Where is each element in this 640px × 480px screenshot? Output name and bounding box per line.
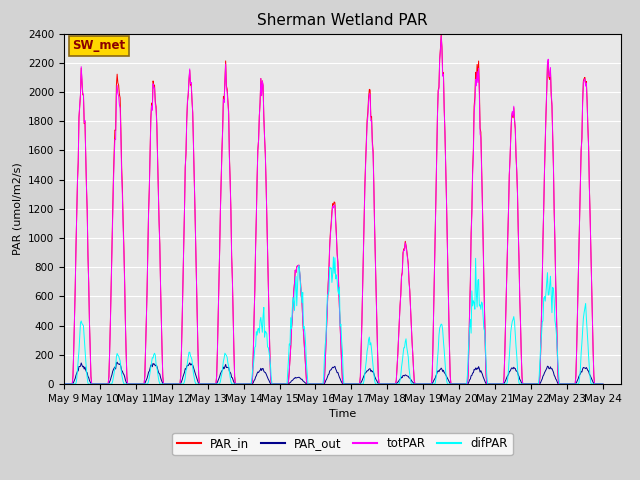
difPAR bbox=[550, 297, 558, 303]
PAR_out bbox=[60, 381, 68, 387]
difPAR bbox=[202, 381, 209, 387]
PAR_out bbox=[431, 375, 439, 381]
PAR_in bbox=[437, 32, 445, 37]
PAR_in bbox=[550, 209, 558, 215]
PAR_in bbox=[431, 271, 438, 276]
PAR_out bbox=[326, 368, 333, 374]
PAR_in bbox=[179, 314, 186, 320]
PAR_out bbox=[378, 381, 386, 387]
Y-axis label: PAR (umol/m2/s): PAR (umol/m2/s) bbox=[12, 162, 22, 255]
Legend: PAR_in, PAR_out, totPAR, difPAR: PAR_in, PAR_out, totPAR, difPAR bbox=[172, 433, 513, 455]
Line: difPAR: difPAR bbox=[64, 257, 603, 384]
totPAR bbox=[202, 381, 209, 387]
difPAR bbox=[330, 254, 337, 260]
totPAR bbox=[179, 314, 186, 320]
totPAR bbox=[599, 381, 607, 387]
PAR_in bbox=[325, 266, 333, 272]
PAR_out bbox=[550, 372, 558, 378]
difPAR bbox=[599, 381, 607, 387]
difPAR bbox=[378, 381, 386, 387]
PAR_out bbox=[113, 359, 121, 365]
Text: SW_met: SW_met bbox=[72, 39, 125, 52]
Line: totPAR: totPAR bbox=[64, 36, 603, 384]
Line: PAR_out: PAR_out bbox=[64, 362, 603, 384]
totPAR bbox=[437, 33, 445, 39]
totPAR bbox=[60, 381, 68, 387]
totPAR bbox=[431, 271, 438, 277]
totPAR bbox=[550, 208, 558, 214]
PAR_out bbox=[599, 381, 607, 387]
PAR_out bbox=[179, 374, 187, 380]
PAR_in bbox=[599, 381, 607, 387]
PAR_out bbox=[202, 381, 210, 387]
PAR_in bbox=[60, 381, 68, 387]
totPAR bbox=[378, 381, 385, 387]
difPAR bbox=[179, 381, 186, 387]
PAR_in bbox=[378, 381, 385, 387]
difPAR bbox=[431, 380, 439, 386]
PAR_in bbox=[202, 381, 209, 387]
difPAR bbox=[325, 288, 333, 294]
totPAR bbox=[325, 268, 333, 274]
Line: PAR_in: PAR_in bbox=[64, 35, 603, 384]
X-axis label: Time: Time bbox=[329, 409, 356, 419]
Title: Sherman Wetland PAR: Sherman Wetland PAR bbox=[257, 13, 428, 28]
difPAR bbox=[60, 381, 68, 387]
